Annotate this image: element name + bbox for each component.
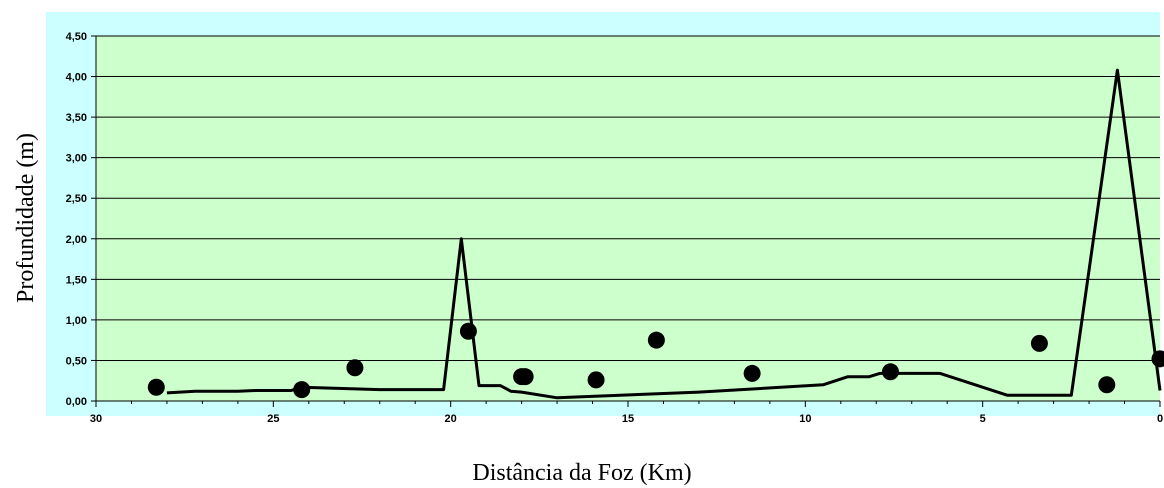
y-tick-label: 0,00 (66, 396, 87, 408)
x-axis-title: Distância da Foz (Km) (472, 460, 691, 486)
axes (91, 35, 1161, 407)
y-tick-label: 3,00 (66, 153, 87, 165)
scatter-point (881, 363, 899, 381)
series-group (147, 68, 1164, 400)
scatter-point (1151, 350, 1164, 368)
y-tick-label: 0,50 (66, 355, 87, 367)
y-tick-labels: 0,00 0,50 1,00 1,50 2,00 2,50 3,00 3,50 4,00 4,50 (66, 31, 87, 408)
x-tick-label: 10 (799, 413, 811, 425)
scatter-point (293, 381, 311, 399)
x-tick-label: 15 (622, 413, 634, 425)
scatter-point (459, 322, 477, 340)
x-tick-labels: 30 25 20 15 10 5 0 (90, 413, 1163, 425)
scatter-point (1098, 376, 1116, 394)
scatter-point (587, 371, 605, 389)
y-tick-label: 2,00 (66, 234, 87, 246)
y-tick-label: 4,00 (66, 72, 87, 84)
y-tick-label: 3,50 (66, 112, 87, 124)
scatter-point (743, 364, 761, 382)
x-tick-label: 20 (445, 413, 457, 425)
y-tick-label: 1,00 (66, 315, 87, 327)
scatter-point (647, 331, 665, 349)
y-axis-title: Profundidade (m) (13, 133, 39, 303)
scatter-point (346, 359, 364, 377)
y-tick-label: 1,50 (66, 274, 87, 286)
plot-area-background (96, 36, 1160, 401)
y-tick-label: 2,50 (66, 193, 87, 205)
x-tick-label: 25 (267, 413, 279, 425)
scatter-point (516, 368, 534, 386)
x-tick-label: 0 (1157, 413, 1163, 425)
y-tick-label: 4,50 (66, 31, 87, 43)
x-tick-label: 30 (90, 413, 102, 425)
x-tick-label: 5 (980, 413, 986, 425)
series-line (166, 68, 1162, 400)
scatter-point (147, 378, 165, 396)
gridlines (96, 35, 1160, 361)
scatter-point (1030, 334, 1048, 352)
